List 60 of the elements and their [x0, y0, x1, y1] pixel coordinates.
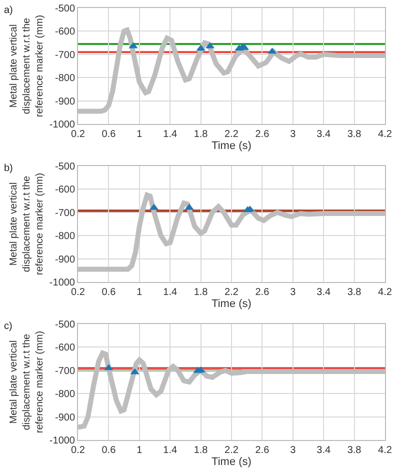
x-tick-label: 3 — [290, 129, 296, 140]
y-tick-label: -1000 — [49, 436, 76, 446]
y-tick-label: -700 — [54, 50, 76, 61]
x-tick-label: 1.8 — [194, 445, 208, 456]
x-tick-label: 1 — [136, 287, 143, 298]
x-tick-label: 3.4 — [316, 445, 331, 456]
x-tick-label: 3.8 — [347, 445, 362, 456]
x-tick-label: 0.2 — [71, 287, 86, 298]
y-tick-label: -600 — [54, 184, 76, 196]
x-tick-label: 0.2 — [71, 445, 86, 456]
y-tick-label: -700 — [54, 366, 76, 377]
y-tick-label: -1000 — [49, 120, 76, 130]
x-axis-title: Time (s) — [212, 456, 252, 468]
y-axis-title: Metal plate vertical displacement w.r.t the reference marker (mm) — [8, 14, 46, 118]
x-tick-label: 1.8 — [194, 129, 208, 140]
text: b) — [4, 163, 13, 174]
x-tick-label: 2.6 — [255, 287, 270, 298]
y-tick-label: -700 — [54, 208, 76, 219]
y-tick-label: -500 — [54, 320, 76, 330]
x-tick-label: 0.6 — [102, 287, 116, 298]
x-tick-label: 1.4 — [163, 445, 178, 456]
y-tick-label: -500 — [54, 4, 76, 14]
x-tick-label: 0.6 — [102, 129, 116, 140]
x-tick-label: 1.8 — [194, 287, 208, 298]
x-tick-label: 4.2 — [378, 129, 392, 140]
y-tick-label: -800 — [54, 389, 76, 400]
x-axis-title: Time (s) — [212, 140, 252, 152]
x-tick-label: 3.8 — [347, 129, 362, 140]
x-tick-label: 0.2 — [71, 129, 86, 140]
y-tick-label: -800 — [54, 231, 76, 242]
x-tick-label: 0.6 — [102, 445, 116, 456]
text: a) — [4, 5, 13, 16]
x-tick-label: 2.2 — [224, 287, 239, 298]
x-tick-label: 3 — [290, 445, 296, 456]
x-tick-label: 1.4 — [163, 287, 178, 298]
x-axis-title: Time (s) — [212, 298, 252, 310]
x-tick-label: 4.2 — [378, 287, 392, 298]
x-tick-label: 2.2 — [224, 445, 239, 456]
y-tick-label: -900 — [54, 96, 76, 108]
x-tick-label: 4.2 — [378, 445, 392, 456]
y-tick-label: -600 — [54, 26, 76, 38]
x-tick-label: 3.4 — [316, 287, 331, 298]
y-tick-label: -800 — [54, 73, 76, 84]
y-axis-title: Metal plate vertical displacement w.r.t the reference marker (mm) — [8, 172, 46, 276]
y-tick-label: -1000 — [49, 278, 76, 288]
x-tick-label: 1 — [136, 129, 143, 140]
x-tick-label: 1 — [136, 445, 143, 456]
x-tick-label: 3.4 — [316, 129, 331, 140]
y-tick-label: -500 — [54, 162, 76, 172]
x-tick-label: 3.8 — [347, 287, 362, 298]
y-axis-title: Metal plate vertical displacement w.r.t the reference marker (mm) — [8, 330, 46, 434]
x-tick-label: 2.6 — [255, 445, 270, 456]
x-tick-label: 1.4 — [163, 129, 178, 140]
y-tick-label: -900 — [54, 254, 76, 266]
y-tick-label: -900 — [54, 412, 76, 424]
x-tick-label: 2.2 — [224, 129, 239, 140]
x-tick-label: 2.6 — [255, 129, 270, 140]
text: c) — [4, 321, 12, 332]
y-tick-label: -600 — [54, 342, 76, 354]
x-tick-label: 3 — [290, 287, 296, 298]
